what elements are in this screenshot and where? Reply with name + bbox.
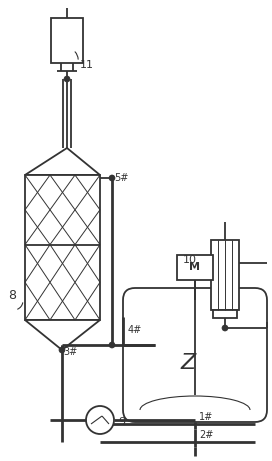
Text: 2#: 2# [199,430,213,440]
Polygon shape [25,148,100,175]
Text: 9: 9 [118,417,125,427]
Bar [25,175,100,320]
Text: Z: Z [180,353,195,373]
Circle shape [109,175,115,181]
Bar [213,310,237,318]
Text: 8: 8 [8,289,16,301]
Text: 5#: 5# [114,173,128,183]
Text: 1#: 1# [199,412,213,422]
Bar [177,255,213,280]
Circle shape [86,406,114,434]
Circle shape [59,347,65,353]
Text: 11: 11 [80,60,94,70]
Text: 3#: 3# [63,347,77,357]
Bar [211,240,239,310]
Text: M: M [190,262,200,272]
Circle shape [109,342,115,348]
Circle shape [64,76,70,82]
Circle shape [222,325,228,331]
Polygon shape [25,320,100,350]
Text: 10: 10 [183,255,197,265]
FancyBboxPatch shape [123,288,267,422]
Bar [51,18,83,63]
Text: 4#: 4# [128,325,142,335]
